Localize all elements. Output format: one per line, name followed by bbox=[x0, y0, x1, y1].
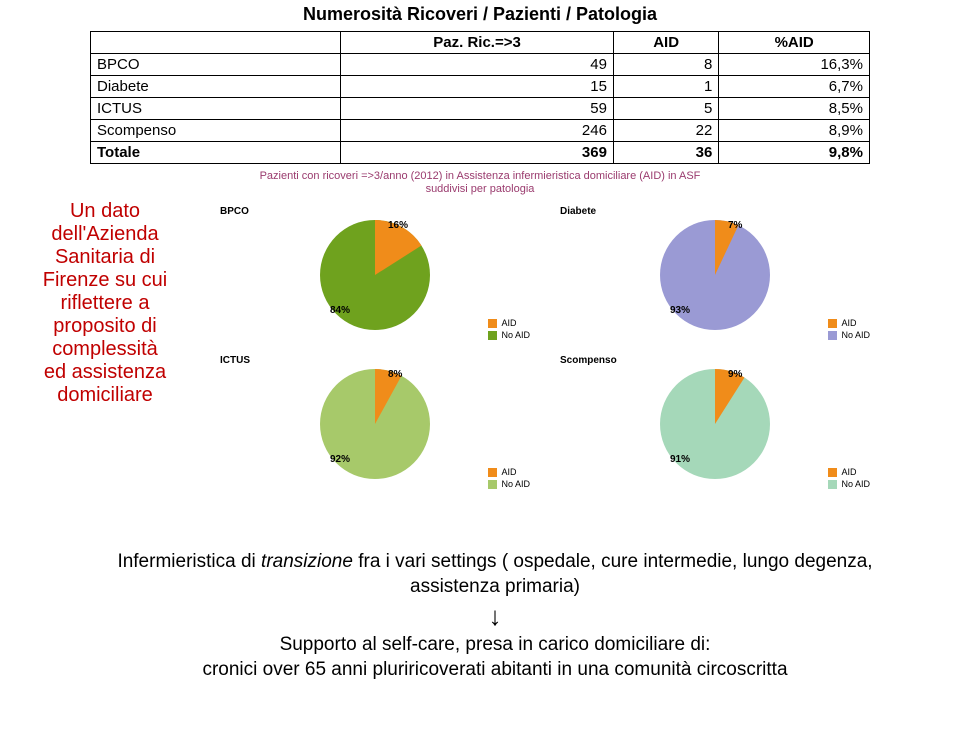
sidebar-l7: complessità bbox=[52, 338, 158, 360]
cell: 246 bbox=[341, 120, 614, 142]
cell: 8,5% bbox=[719, 98, 870, 120]
cell: Totale bbox=[91, 142, 341, 164]
chart-ictus: ICTUS8%92%AIDNo AID bbox=[220, 351, 530, 496]
table-row: Diabete 15 1 6,7% bbox=[91, 76, 870, 98]
cell: 8 bbox=[613, 54, 718, 76]
cell: 9,8% bbox=[719, 142, 870, 164]
cell: 36 bbox=[613, 142, 718, 164]
sidebar-note: Un dato dell'Azienda Sanitaria di Firenz… bbox=[10, 200, 200, 407]
charts-grid: BPCO16%84%AIDNo AID Diabete7%93%AIDNo AI… bbox=[220, 202, 870, 496]
bottom-l1a: Infermieristica di bbox=[117, 551, 261, 572]
bottom-line2: Supporto al self-care, presa in carico d… bbox=[90, 633, 900, 658]
table-header-row: Paz. Ric.=>3 AID %AID bbox=[91, 32, 870, 54]
chart-bpco: BPCO16%84%AIDNo AID bbox=[220, 202, 530, 347]
sidebar-l5: riflettere a bbox=[61, 292, 150, 314]
table-row: ICTUS 59 5 8,5% bbox=[91, 98, 870, 120]
cell: ICTUS bbox=[91, 98, 341, 120]
page-title: Numerosità Ricoveri / Pazienti / Patolog… bbox=[90, 4, 870, 25]
charts-title: Pazienti con ricoveri =>3/anno (2012) in… bbox=[90, 170, 870, 196]
sidebar-l3: Sanitaria di bbox=[55, 246, 155, 268]
data-table: Paz. Ric.=>3 AID %AID BPCO 49 8 16,3% Di… bbox=[90, 31, 870, 164]
sidebar-l8: ed assistenza bbox=[44, 361, 166, 383]
table-row: Scompenso 246 22 8,9% bbox=[91, 120, 870, 142]
cell: 369 bbox=[341, 142, 614, 164]
table-total-row: Totale 369 36 9,8% bbox=[91, 142, 870, 164]
cell: 8,9% bbox=[719, 120, 870, 142]
th-aid: AID bbox=[613, 32, 718, 54]
down-arrow-icon: ↓ bbox=[90, 603, 900, 629]
charts-title-l2: suddivisi per patologia bbox=[426, 183, 535, 195]
cell: BPCO bbox=[91, 54, 341, 76]
cell: Diabete bbox=[91, 76, 341, 98]
th-pct: %AID bbox=[719, 32, 870, 54]
chart-diabete: Diabete7%93%AIDNo AID bbox=[560, 202, 870, 347]
cell: 5 bbox=[613, 98, 718, 120]
sidebar-l2: dell'Azienda bbox=[51, 223, 158, 245]
bottom-l1b: transizione bbox=[261, 551, 353, 572]
sidebar-l9: domiciliare bbox=[57, 384, 153, 406]
table-row: BPCO 49 8 16,3% bbox=[91, 54, 870, 76]
cell: 15 bbox=[341, 76, 614, 98]
bottom-text: Infermieristica di transizione fra i var… bbox=[90, 550, 900, 683]
bottom-line1: Infermieristica di transizione fra i var… bbox=[90, 550, 900, 599]
th-paz: Paz. Ric.=>3 bbox=[341, 32, 614, 54]
cell: 22 bbox=[613, 120, 718, 142]
sidebar-l4: Firenze su cui bbox=[43, 269, 168, 291]
sidebar-l1: Un dato bbox=[70, 200, 140, 222]
cell: 6,7% bbox=[719, 76, 870, 98]
sidebar-l6: proposito di bbox=[53, 315, 156, 337]
bottom-line3: cronici over 65 anni pluriricoverati abi… bbox=[90, 658, 900, 683]
cell: Scompenso bbox=[91, 120, 341, 142]
bottom-l1c: fra i vari settings ( ospedale, cure int… bbox=[353, 551, 873, 597]
cell: 49 bbox=[341, 54, 614, 76]
charts-title-l1: Pazienti con ricoveri =>3/anno (2012) in… bbox=[260, 170, 701, 182]
cell: 16,3% bbox=[719, 54, 870, 76]
cell: 1 bbox=[613, 76, 718, 98]
th-blank bbox=[91, 32, 341, 54]
chart-scompenso: Scompenso9%91%AIDNo AID bbox=[560, 351, 870, 496]
cell: 59 bbox=[341, 98, 614, 120]
